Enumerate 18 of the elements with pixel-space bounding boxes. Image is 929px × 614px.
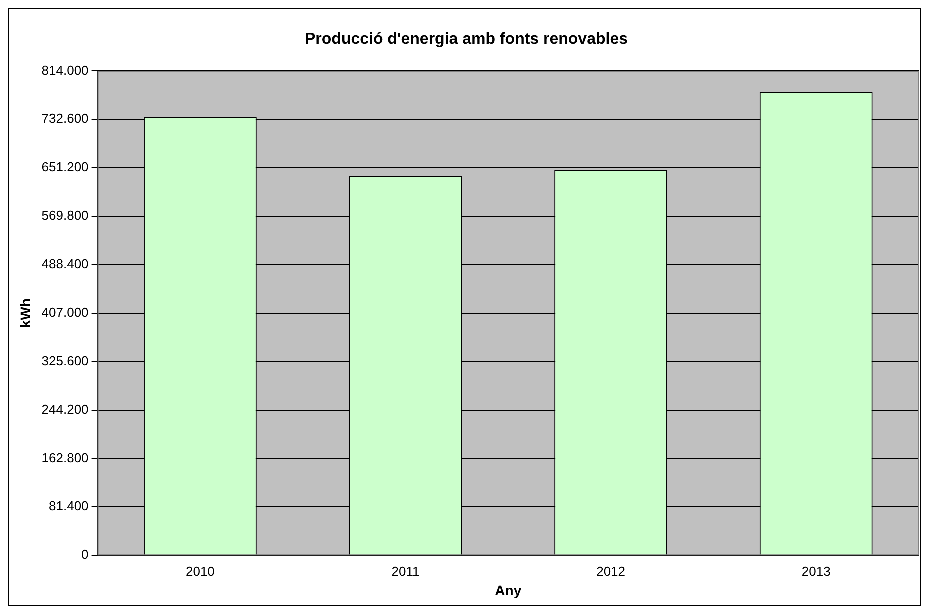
y-tick-label: 244.200 bbox=[42, 402, 89, 417]
y-tick-label: 325.600 bbox=[42, 353, 89, 368]
x-tick-label: 2012 bbox=[596, 564, 626, 579]
y-tick-label: 569.800 bbox=[42, 208, 89, 224]
x-axis-title: Any bbox=[495, 582, 522, 598]
y-tick-label: 407.000 bbox=[42, 304, 89, 320]
y-tick-label: 814.000 bbox=[42, 62, 89, 78]
x-tick-label: 2013 bbox=[802, 564, 831, 579]
y-tick-label: 81.400 bbox=[49, 498, 89, 514]
y-tick-label: 162.800 bbox=[42, 450, 89, 466]
chart-title: Producció d'energia amb fonts renovables bbox=[305, 31, 628, 48]
y-tick-label: 651.200 bbox=[42, 160, 89, 175]
y-tick-label: 732.600 bbox=[42, 111, 89, 126]
x-tick-label: 2010 bbox=[186, 564, 215, 579]
y-axis-title: kWh bbox=[17, 298, 34, 328]
y-tick-label: 488.400 bbox=[42, 256, 89, 272]
x-tick-label: 2011 bbox=[392, 564, 420, 579]
y-tick-label: 0 bbox=[82, 547, 89, 562]
